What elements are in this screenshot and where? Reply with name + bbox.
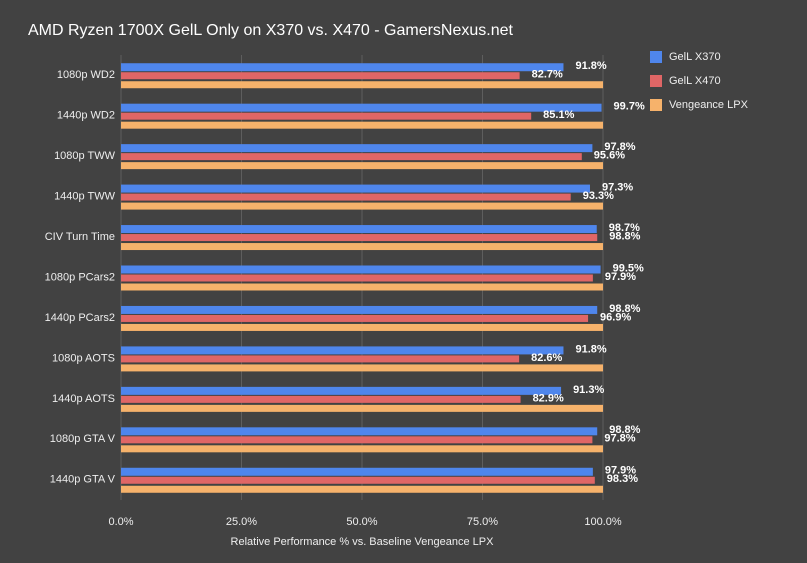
x-tick-label: 0.0% — [108, 516, 133, 528]
value-label: 96.9% — [600, 311, 631, 323]
bar — [121, 476, 595, 484]
y-tick-label: 1080p TWW — [54, 150, 116, 162]
value-label: 97.8% — [604, 433, 635, 445]
bar — [121, 144, 593, 153]
bar — [121, 234, 598, 242]
bar — [121, 193, 571, 201]
value-label: 97.3% — [602, 181, 633, 193]
bar — [121, 112, 532, 120]
x-tick-label: 75.0% — [467, 516, 498, 528]
value-label: 82.6% — [531, 352, 562, 364]
bar — [121, 305, 598, 314]
y-tick-label: 1080p GTA V — [50, 433, 116, 445]
y-tick-label: 1440p AOTS — [52, 393, 115, 405]
bar — [121, 243, 603, 251]
value-label: 91.8% — [575, 343, 606, 355]
value-label: 98.8% — [609, 303, 640, 315]
bar — [121, 63, 564, 72]
value-label: 98.3% — [607, 473, 638, 485]
y-tick-label: 1080p AOTS — [52, 352, 115, 364]
y-tick-label: 1440p TWW — [54, 190, 116, 202]
bar — [121, 72, 520, 80]
bar — [121, 81, 603, 89]
bar — [121, 386, 562, 395]
x-tick-label: 100.0% — [584, 516, 622, 528]
value-label: 91.3% — [573, 384, 604, 396]
value-label: 98.8% — [609, 424, 640, 436]
value-label: 97.9% — [605, 271, 636, 283]
bar — [121, 184, 590, 193]
legend-swatch — [650, 75, 662, 87]
bar — [121, 355, 520, 363]
bar — [121, 427, 598, 436]
bar — [121, 283, 603, 291]
value-label: 82.7% — [532, 69, 563, 81]
y-tick-label: 1440p PCars2 — [45, 312, 115, 324]
value-label: 98.7% — [609, 222, 640, 234]
legend-swatch — [650, 51, 662, 63]
bar — [121, 225, 597, 234]
bar — [121, 202, 603, 210]
bar — [121, 346, 564, 355]
bar — [121, 103, 602, 112]
bar — [121, 364, 603, 372]
value-label: 95.6% — [594, 150, 625, 162]
value-label: 93.3% — [583, 190, 614, 202]
chart-title: AMD Ryzen 1700X GelL Only on X370 vs. X4… — [28, 22, 514, 39]
y-tick-label: 1080p PCars2 — [45, 271, 115, 283]
x-axis-label: Relative Performance % vs. Baseline Veng… — [231, 536, 495, 548]
legend-label: GelL X370 — [669, 51, 721, 63]
value-label: 91.8% — [575, 60, 606, 72]
bar — [121, 265, 601, 274]
bar — [121, 314, 589, 322]
bar — [121, 485, 603, 493]
value-label: 99.5% — [613, 262, 644, 274]
bar — [121, 404, 603, 412]
x-tick-label: 25.0% — [226, 516, 257, 528]
bar — [121, 467, 593, 476]
y-tick-label: 1080p WD2 — [57, 69, 115, 81]
legend-swatch — [650, 99, 662, 111]
value-label: 85.1% — [543, 109, 574, 121]
value-label: 99.7% — [614, 101, 645, 113]
y-tick-label: 1440p WD2 — [57, 110, 115, 122]
bar — [121, 153, 582, 161]
bar — [121, 274, 593, 282]
value-label: 97.8% — [604, 141, 635, 153]
bar — [121, 121, 603, 129]
bar — [121, 162, 603, 170]
x-tick-label: 50.0% — [346, 516, 377, 528]
bar — [121, 395, 521, 403]
bar — [121, 436, 593, 444]
legend-label: GelL X470 — [669, 75, 721, 87]
y-tick-label: CIV Turn Time — [45, 231, 115, 243]
legend-label: Vengeance LPX — [669, 99, 749, 111]
value-label: 98.8% — [609, 230, 640, 242]
value-label: 97.9% — [605, 465, 636, 477]
y-tick-label: 1440p GTA V — [50, 474, 116, 486]
bar — [121, 323, 603, 331]
bar — [121, 445, 603, 453]
value-label: 82.9% — [533, 392, 564, 404]
